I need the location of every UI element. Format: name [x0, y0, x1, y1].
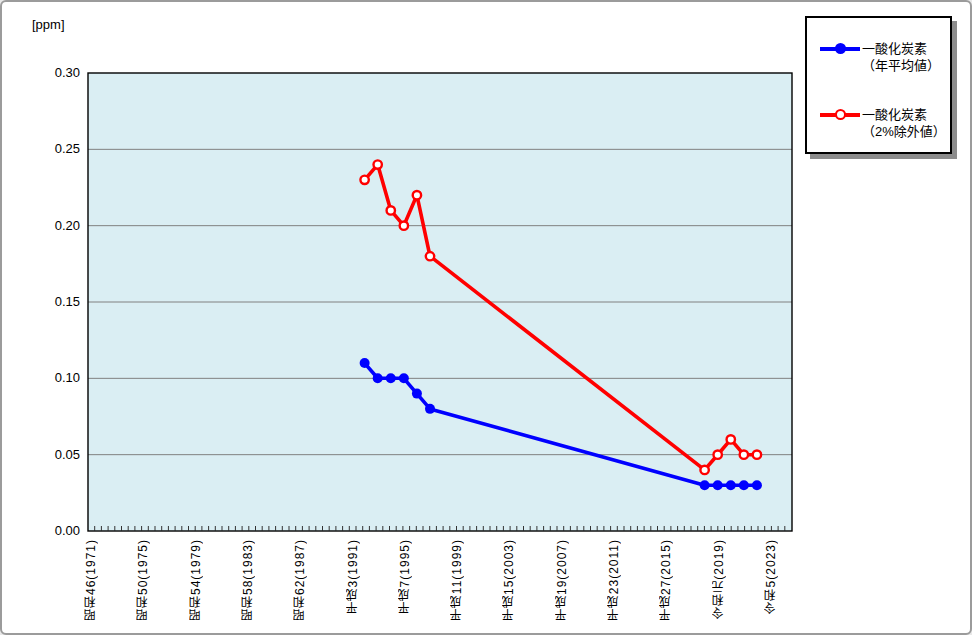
x-axis-tick-label: 平成15(2003) [500, 539, 517, 621]
annual-average-marker [399, 373, 409, 383]
annual-average-marker [373, 373, 383, 383]
x-axis-tick-label: 平成11(1999) [448, 539, 465, 620]
x-axis-tick-label: 平成27(2015) [657, 539, 674, 621]
exclusion-value-marker [360, 176, 368, 184]
annual-average-marker [752, 480, 762, 490]
chart-canvas: [ppm] 0.30 0.25 0.20 0.15 0.10 0.05 0.00昭和46(1… [0, 0, 972, 635]
y-axis-tick-label: 0.30 [26, 66, 80, 80]
x-axis-tick-label: 平成19(2007) [553, 539, 570, 621]
y-axis-tick-label: 0.00 [26, 524, 80, 538]
x-axis-tick-label: 昭和50(1975) [134, 539, 151, 621]
x-axis-tick-label: 昭和58(1983) [239, 539, 256, 621]
chart-legend[interactable]: 一酸化炭素 （年平均値） 一酸化炭素 （2%除外値） [805, 16, 952, 154]
y-axis-tick-label: 0.05 [26, 448, 80, 462]
y-axis-tick-label: 0.25 [26, 142, 80, 156]
y-axis-tick-label: 0.20 [26, 219, 80, 233]
annual-average-marker [713, 480, 723, 490]
exclusion-value-marker [740, 450, 748, 458]
x-axis-tick-label: 平成23(2011) [605, 539, 622, 620]
exclusion-value-marker [727, 435, 735, 443]
exclusion-value-marker [700, 466, 708, 474]
annual-average-marker [739, 480, 749, 490]
legend-label-line2: （2%除外値） [862, 124, 946, 139]
legend-label-annual-average: 一酸化炭素 （年平均値） [862, 40, 940, 74]
x-axis-tick-label: 昭和54(1979) [187, 539, 204, 621]
legend-entry-exclusion-value[interactable]: 一酸化炭素 （2%除外値） [820, 106, 946, 140]
x-axis-tick-label: 令和5(2023) [762, 539, 779, 613]
x-axis-tick-label: 昭和62(1987) [291, 539, 308, 621]
annual-average-marker [425, 404, 435, 414]
legend-entry-annual-average[interactable]: 一酸化炭素 （年平均値） [820, 40, 946, 74]
exclusion-value-marker [413, 191, 421, 199]
red-open-marker-icon [835, 109, 846, 120]
legend-label-line1: 一酸化炭素 [862, 107, 927, 122]
x-axis-tick-label: 令和元(2019) [710, 539, 727, 619]
exclusion-value-marker [387, 206, 395, 214]
annual-average-marker [412, 389, 422, 399]
annual-average-marker [700, 480, 710, 490]
exclusion-value-marker [426, 252, 434, 260]
annual-average-marker [360, 358, 370, 368]
exclusion-value-marker [753, 450, 761, 458]
annual-average-marker [386, 373, 396, 383]
exclusion-value-marker [713, 450, 721, 458]
exclusion-value-marker [373, 160, 381, 168]
blue-filled-marker-icon [835, 43, 846, 54]
x-axis-tick-label: 平成3(1991) [344, 539, 361, 613]
exclusion-value-marker [400, 221, 408, 229]
y-axis-tick-label: 0.10 [26, 371, 80, 385]
y-axis-tick-label: 0.15 [26, 295, 80, 309]
legend-label-exclusion-value: 一酸化炭素 （2%除外値） [862, 106, 946, 140]
annual-average-marker [726, 480, 736, 490]
y-axis-unit-label: [ppm] [32, 17, 65, 32]
legend-sample-exclusion-value [820, 106, 862, 123]
legend-label-line1: 一酸化炭素 [862, 41, 927, 56]
legend-label-line2: （年平均値） [862, 58, 940, 73]
x-axis-tick-label: 平成7(1995) [396, 539, 413, 613]
x-axis-tick-label: 昭和46(1971) [82, 539, 99, 621]
legend-sample-annual-average [820, 40, 862, 57]
